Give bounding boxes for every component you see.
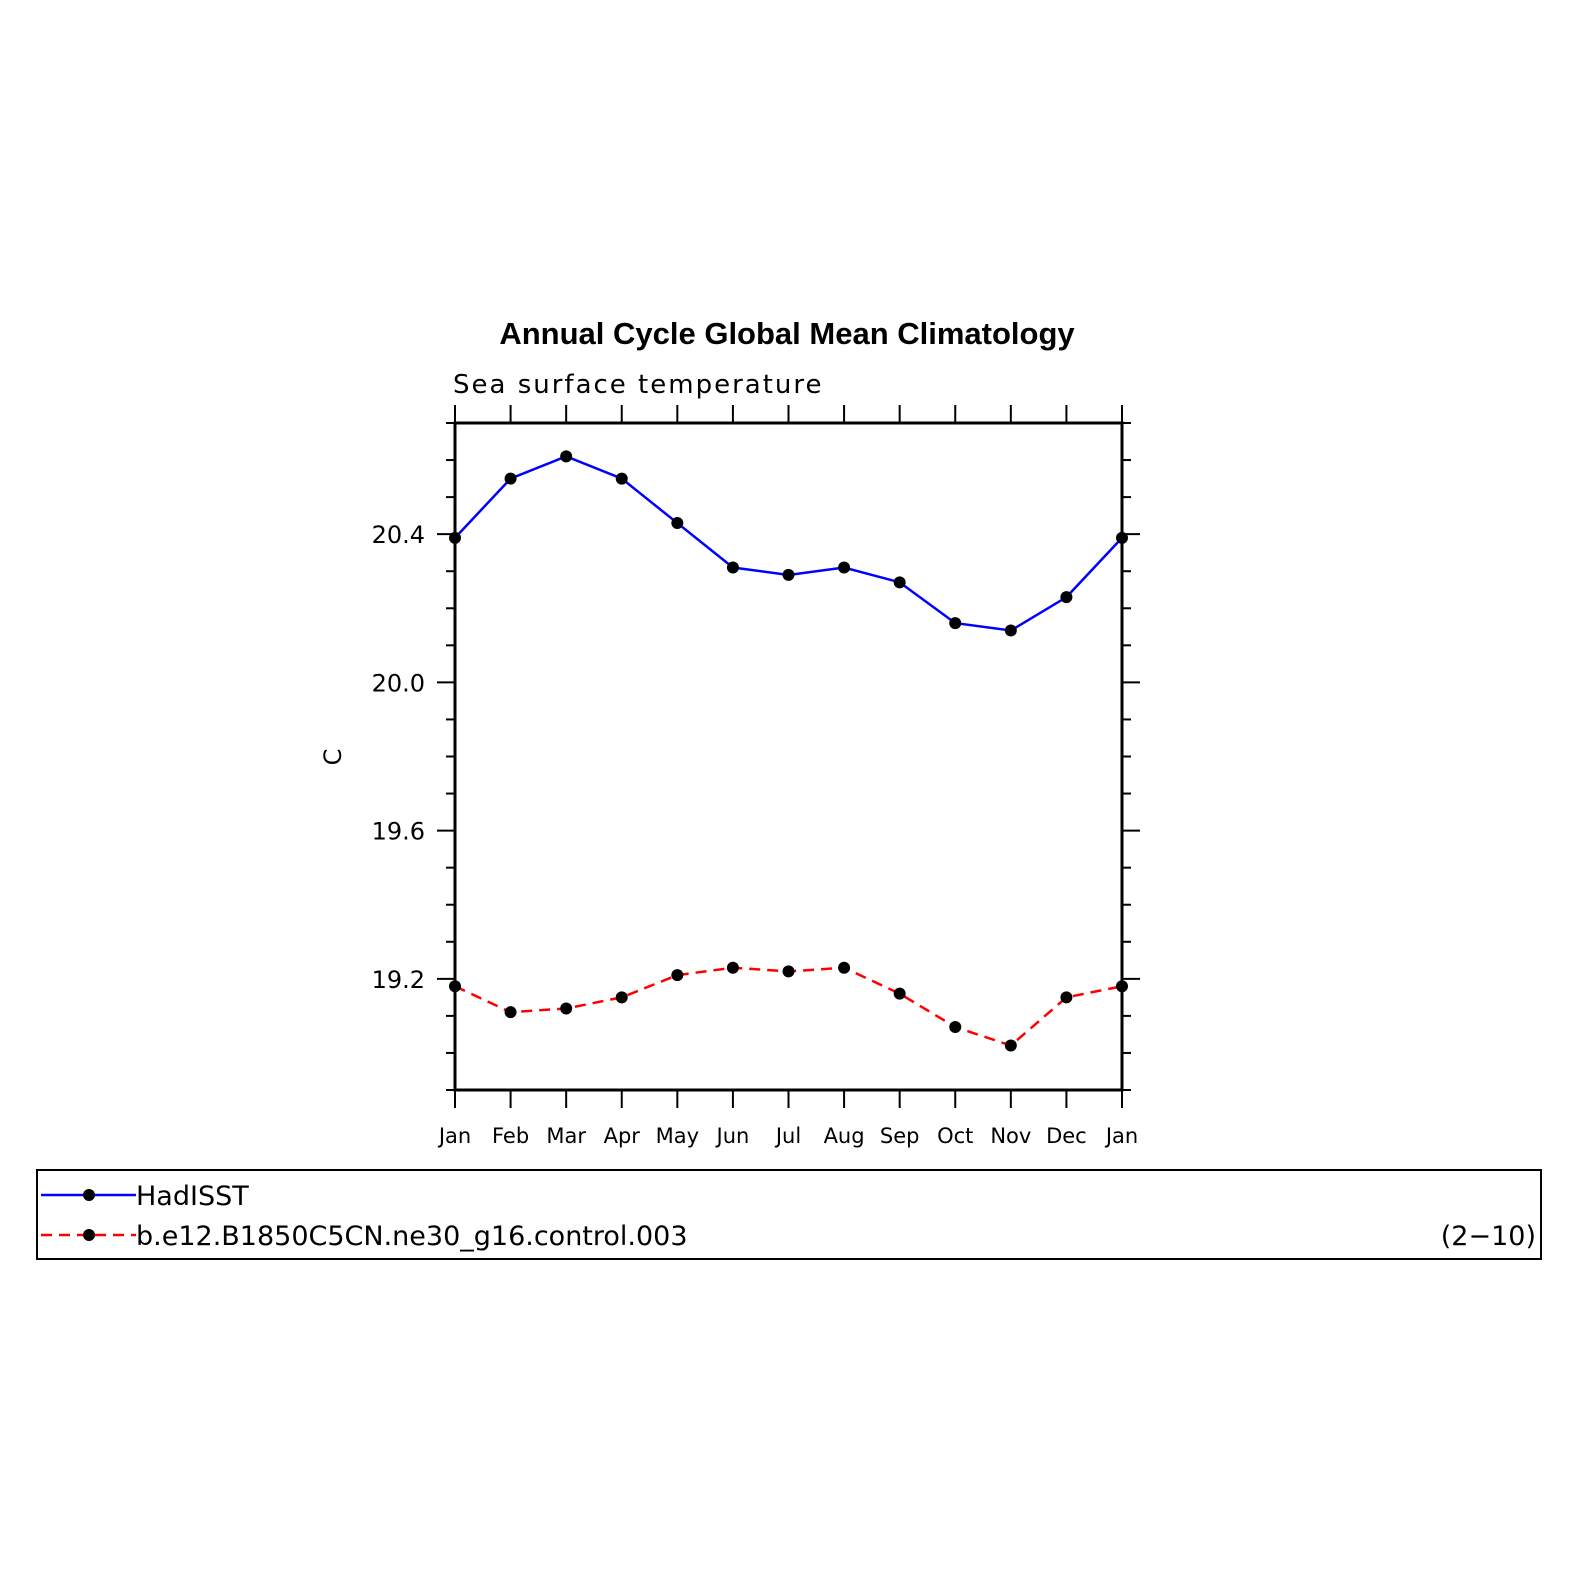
y-tick-label: 19.6 [372,818,425,846]
y-axis-label: C [319,749,347,766]
data-point-0-0 [449,531,461,544]
y-tick-label: 19.2 [372,966,425,994]
data-point-0-3 [615,472,628,485]
legend-note: (2−10) [1441,1221,1536,1252]
series-layer [449,450,1128,1052]
data-point-0-10 [1004,624,1017,637]
data-point-0-6 [782,568,795,581]
x-tick-label: Sep [880,1124,920,1148]
legend-box [36,1169,1542,1260]
chart-subtitle: Sea surface temperature [453,370,823,400]
data-point-0-9 [949,617,962,630]
series-line-1 [454,966,1123,1047]
x-tick-label: May [656,1124,699,1148]
data-point-1-12 [1116,980,1128,993]
x-tick-label: Apr [604,1124,641,1148]
data-point-0-1 [504,472,517,485]
chart-title: Annual Cycle Global Mean Climatology [499,316,1075,351]
series-line-0 [454,455,1123,632]
plot-frame [453,421,1124,1092]
data-point-0-7 [838,561,851,574]
legend-marker-hadisst [83,1189,95,1201]
data-point-1-3 [615,991,628,1004]
x-tick-label: Aug [824,1124,865,1148]
x-tick-label: Jan [437,1124,471,1148]
data-point-0-8 [893,576,906,589]
data-point-1-10 [1004,1039,1017,1052]
data-point-1-11 [1060,991,1073,1004]
y-tick-labels: 20.4 20.0 19.6 19.2 [372,521,425,994]
data-point-1-8 [893,987,906,1000]
data-point-0-11 [1060,591,1073,604]
x-tick-label: Feb [492,1124,529,1148]
legend: HadISST b.e12.B1850C5CN.ne30_g16.control… [36,1169,1542,1260]
data-point-0-4 [671,517,684,530]
data-point-1-4 [671,969,684,982]
y-tick-label: 20.0 [372,669,425,697]
axis-ticks [437,405,1140,1108]
y-tick-label: 20.4 [372,521,425,549]
data-point-0-12 [1116,531,1128,544]
data-point-1-0 [449,980,461,993]
data-point-1-6 [782,965,795,978]
data-point-0-5 [726,561,739,574]
x-tick-label: Dec [1046,1124,1087,1148]
data-point-1-2 [560,1002,573,1015]
x-tick-label: Jun [715,1124,750,1148]
data-point-1-9 [949,1021,962,1034]
x-tick-label: Nov [990,1124,1031,1148]
legend-label-hadisst: HadISST [136,1181,249,1212]
x-tick-label: Jul [774,1124,801,1148]
data-point-1-7 [838,961,851,974]
x-tick-label: Oct [937,1124,973,1148]
legend-marker-model [83,1229,95,1241]
x-tick-label: Jan [1104,1124,1138,1148]
data-point-1-1 [504,1006,517,1019]
x-tick-labels: Jan Feb Mar Apr May Jun Jul Aug Sep Oct Nov Dec Jan [437,1124,1138,1148]
legend-label-model: b.e12.B1850C5CN.ne30_g16.control.003 [136,1221,688,1252]
x-tick-label: Mar [546,1124,586,1148]
data-point-0-2 [560,450,573,463]
data-point-1-5 [726,961,739,974]
